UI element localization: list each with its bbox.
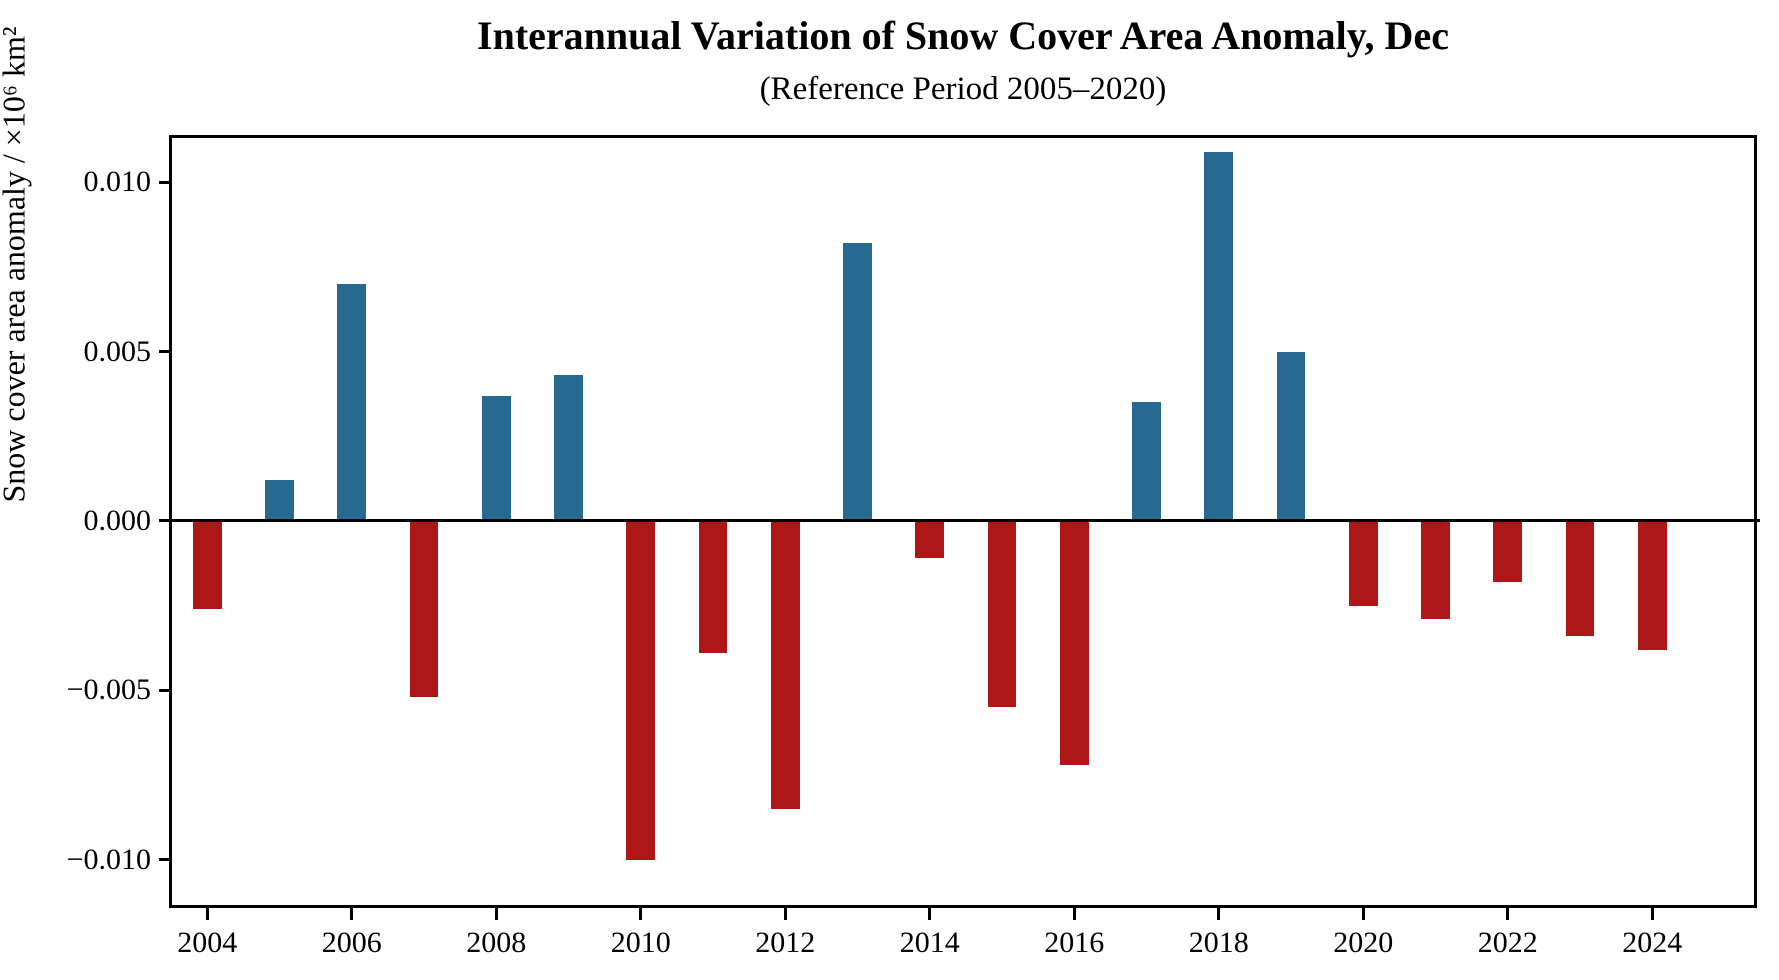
chart-subtitle: (Reference Period 2005–2020) xyxy=(759,71,1167,107)
x-tick-mark xyxy=(205,908,209,920)
x-tick-label: 2022 xyxy=(1477,926,1538,959)
x-tick-label: 2012 xyxy=(755,926,816,959)
x-tick-mark xyxy=(1650,908,1654,920)
x-tick-mark xyxy=(350,908,354,920)
x-tick-label: 2010 xyxy=(610,926,671,959)
x-tick-mark xyxy=(783,908,787,920)
x-tick-label: 2006 xyxy=(321,926,382,959)
bar-2004 xyxy=(192,520,222,610)
y-tick-label: 0.000 xyxy=(83,503,152,537)
bar-2006 xyxy=(337,283,367,521)
x-tick-label: 2014 xyxy=(899,926,960,959)
y-tick-label: −0.005 xyxy=(66,673,151,707)
x-tick-mark xyxy=(928,908,932,920)
plot-area xyxy=(169,135,1760,908)
y-tick-label: 0.005 xyxy=(83,334,152,368)
bar-2009 xyxy=(554,375,583,521)
x-tick-mark xyxy=(1361,908,1365,920)
y-tick-mark xyxy=(159,350,169,354)
x-tick-label: 2018 xyxy=(1188,926,1249,959)
bar-2020 xyxy=(1348,520,1378,606)
zero-line xyxy=(172,519,1760,523)
y-tick-mark xyxy=(159,858,169,862)
x-tick-label: 2004 xyxy=(177,926,238,959)
bar-2017 xyxy=(1132,402,1161,521)
bar-2014 xyxy=(915,520,945,559)
bar-2022 xyxy=(1493,520,1523,582)
x-tick-mark xyxy=(639,908,643,920)
x-tick-mark xyxy=(1217,908,1221,920)
bar-2012 xyxy=(770,520,800,810)
y-tick-label: 0.010 xyxy=(83,165,152,199)
y-tick-mark xyxy=(159,688,169,692)
bar-2005 xyxy=(265,480,294,521)
bar-2008 xyxy=(481,395,511,521)
chart-title: Interannual Variation of Snow Cover Area… xyxy=(477,13,1449,58)
y-tick-mark xyxy=(159,180,169,184)
bar-2010 xyxy=(626,520,656,860)
bar-2013 xyxy=(843,243,872,521)
bar-2019 xyxy=(1276,351,1306,521)
y-tick-mark xyxy=(159,519,169,523)
x-tick-mark xyxy=(1072,908,1076,920)
x-tick-label: 2016 xyxy=(1044,926,1105,959)
bar-2021 xyxy=(1421,520,1450,620)
x-tick-label: 2024 xyxy=(1622,926,1683,959)
x-tick-label: 2020 xyxy=(1333,926,1394,959)
bar-2015 xyxy=(987,520,1017,708)
y-tick-label: −0.010 xyxy=(66,842,151,876)
bar-2016 xyxy=(1059,520,1089,765)
bar-2007 xyxy=(409,520,439,698)
bar-2023 xyxy=(1565,520,1595,637)
bar-2011 xyxy=(698,520,728,654)
bar-2018 xyxy=(1204,151,1234,521)
x-tick-label: 2008 xyxy=(466,926,527,959)
bar-2024 xyxy=(1637,520,1667,650)
x-tick-mark xyxy=(1506,908,1510,920)
x-tick-mark xyxy=(494,908,498,920)
y-axis-label: Snow cover area anomaly / ×10⁶ km² xyxy=(0,26,32,503)
